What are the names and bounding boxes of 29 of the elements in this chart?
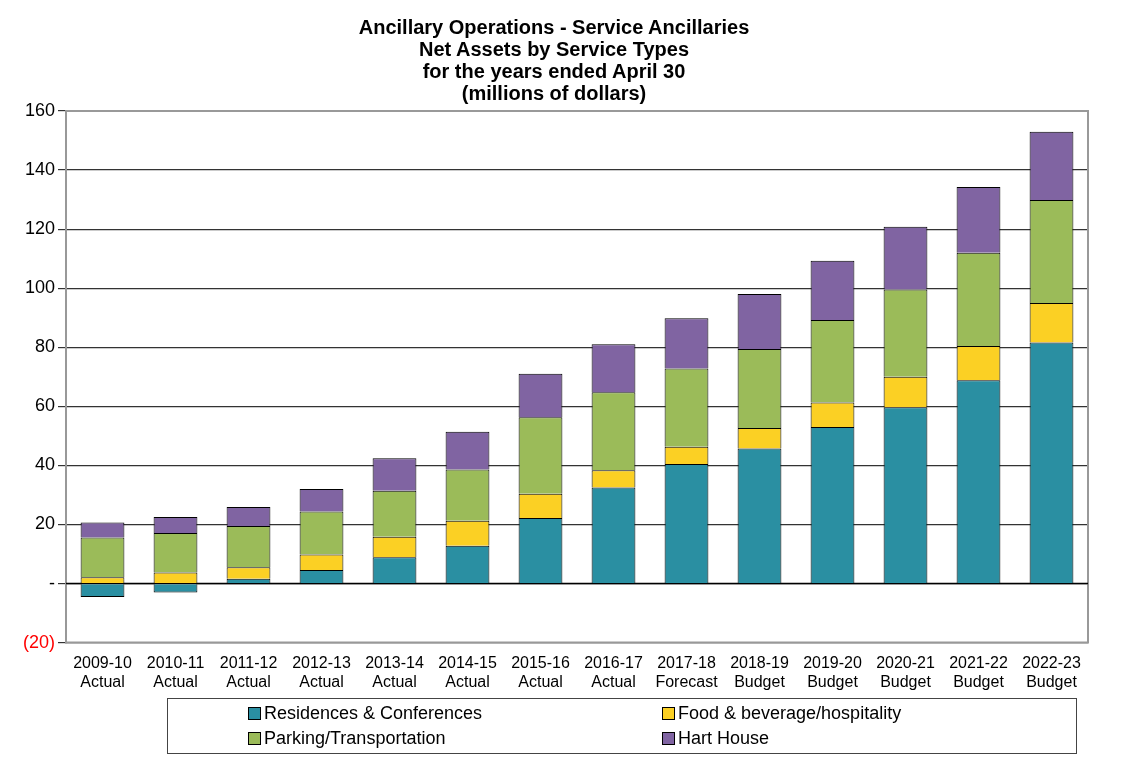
y-tick-label: 120 [24, 218, 56, 239]
x-tick-label: 2013-14 Actual [365, 653, 424, 690]
x-tick-label: 2017-18 Forecast [655, 653, 719, 690]
x-tick-label: 2020-21 Budget [876, 653, 935, 690]
x-tick-label: 2018-19 Budget [730, 653, 789, 690]
x-tick-label: 2012-13 Actual [292, 653, 351, 690]
x-tick-label: 2019-20 Budget [803, 653, 862, 690]
x-tick-label: 2016-17 Actual [584, 653, 643, 690]
y-tick-label: 60 [34, 395, 56, 416]
x-tick-label: 2014-15 Actual [438, 653, 497, 690]
y-tick-label: 100 [24, 277, 56, 298]
legend-label: Parking/Transportation [264, 728, 446, 749]
x-tick-label: 2015-16 Actual [511, 653, 570, 690]
x-tick-label: 2010-11 Actual [146, 653, 205, 690]
x-tick-label: 2021-22 Budget [949, 653, 1008, 690]
y-tick-label: (20) [22, 631, 56, 652]
x-tick-label: 2011-12 Actual [219, 653, 278, 690]
x-tick-label: 2009-10 Actual [73, 653, 132, 690]
x-tick-label: 2022-23 Budget [1022, 653, 1081, 690]
y-tick-label: 20 [34, 513, 56, 534]
legend-label: Hart House [678, 728, 770, 749]
y-tick-label: 160 [24, 99, 56, 120]
y-tick-label: 140 [24, 159, 56, 180]
y-tick-label: 80 [34, 336, 56, 357]
y-tick-label: - [49, 572, 56, 593]
chart-title: Ancillary Operations - Service Ancillaries Net Assets by Service Types for the years ended April 30 (millions of dollars) [358, 15, 750, 104]
y-tick-label: 40 [34, 454, 56, 475]
legend-label: Residences & Conferences [264, 703, 483, 724]
legend-label: Food & beverage/hospitality [678, 703, 902, 724]
